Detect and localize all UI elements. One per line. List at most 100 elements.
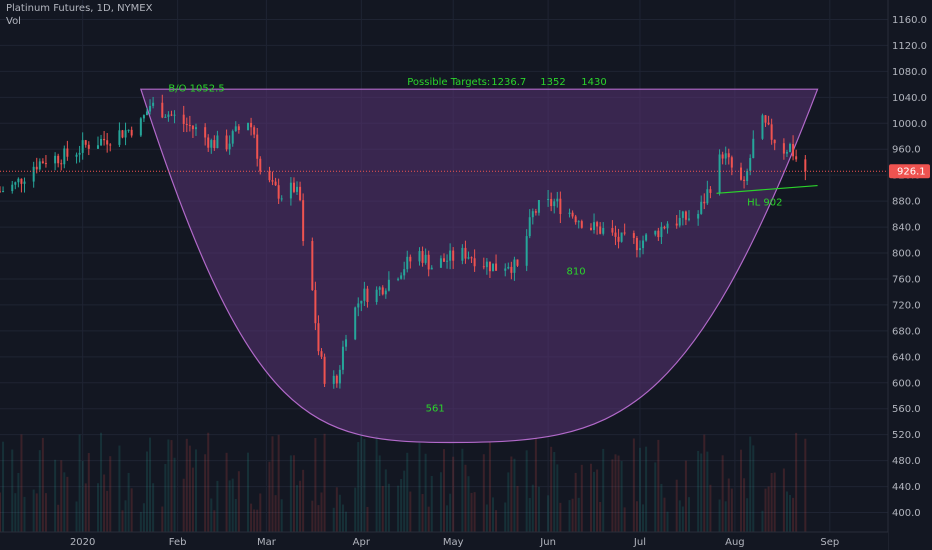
candle-body	[491, 263, 494, 272]
candle-body	[87, 144, 90, 149]
symbol-title: Platinum Futures, 1D, NYMEX	[6, 3, 153, 14]
y-tick-label: 440.0	[892, 482, 921, 493]
candle-body	[96, 145, 99, 149]
volume-bar	[167, 439, 170, 532]
volume-bar	[182, 478, 185, 532]
volume-bar	[657, 439, 660, 532]
volume-bar	[638, 447, 641, 532]
volume-bar	[237, 471, 240, 532]
candle-body	[559, 198, 562, 215]
volume-bar	[770, 472, 773, 532]
candle-body	[207, 137, 210, 148]
candle-body	[139, 118, 142, 136]
candle-body	[709, 189, 712, 193]
volume-bar	[577, 497, 580, 532]
annotation-label: HL 902	[747, 198, 782, 209]
volume-bar	[470, 492, 473, 532]
candle-body	[617, 236, 620, 242]
volume-bar	[188, 445, 191, 532]
y-tick-label: 1040.0	[892, 93, 927, 104]
volume-bar	[228, 480, 231, 532]
candle-body	[461, 247, 464, 261]
candle-body	[378, 287, 381, 290]
candle-body	[632, 233, 635, 238]
candle-body	[360, 300, 363, 304]
volume-bar	[216, 480, 219, 532]
candle-body	[553, 201, 556, 207]
candle-body	[427, 254, 430, 270]
candle-body	[142, 115, 145, 119]
candle-body	[409, 256, 412, 262]
volume-bar	[785, 491, 788, 532]
candle-body	[32, 166, 35, 182]
volume-bar	[718, 499, 721, 532]
candle-body	[675, 223, 678, 226]
volume-bar	[623, 507, 626, 532]
volume-bar	[804, 438, 807, 532]
volume-bar	[164, 463, 167, 532]
volume-bar	[103, 474, 106, 532]
volume-bar	[611, 459, 614, 532]
candle-body	[237, 126, 240, 131]
candle-body	[268, 171, 271, 181]
candle-body	[470, 257, 473, 259]
candle-body	[642, 240, 645, 249]
time-axis-bg	[0, 532, 888, 550]
volume-bar	[32, 489, 35, 532]
volume-bar	[207, 432, 210, 532]
volume-bar	[299, 480, 302, 532]
candle-body	[782, 143, 785, 154]
candle-body	[556, 198, 559, 202]
candle-body	[387, 279, 390, 291]
volume-bar	[666, 511, 669, 532]
candle-body	[256, 134, 259, 159]
volume-bar	[632, 438, 635, 532]
candle-body	[687, 218, 690, 220]
volume-bar	[23, 496, 26, 532]
volume-bar	[375, 436, 378, 532]
candle-body	[216, 135, 219, 149]
volume-bar	[749, 436, 752, 532]
candle-body	[191, 125, 194, 130]
candle-body	[103, 138, 106, 141]
volume-bar	[87, 453, 90, 532]
volume-bar	[277, 434, 280, 532]
candle-body	[510, 266, 513, 273]
targets-label: Possible Targets:	[407, 77, 490, 88]
volume-bar	[378, 455, 381, 532]
candle-body	[66, 148, 69, 157]
current-price-label: 926.1	[897, 167, 926, 178]
candle-body	[635, 237, 638, 251]
volume-bar	[127, 472, 130, 532]
volume-bar	[345, 511, 348, 532]
volume-bar	[635, 501, 638, 532]
volume-bar	[571, 498, 574, 532]
candle-body	[403, 269, 406, 276]
candle-body	[41, 161, 44, 164]
volume-bar	[81, 460, 84, 532]
y-tick-label: 800.0	[892, 249, 921, 260]
volume-bar	[66, 476, 69, 532]
x-tick-label: Jun	[539, 537, 556, 548]
candle-body	[106, 140, 109, 145]
volume-bar	[556, 464, 559, 532]
candle-body	[280, 198, 283, 200]
volume-bar	[721, 455, 724, 532]
volume-bar	[84, 483, 87, 532]
candle-body	[660, 226, 663, 238]
candle-body	[657, 230, 660, 238]
candle-body	[81, 140, 84, 153]
volume-bar	[317, 505, 320, 532]
volume-bar	[568, 500, 571, 532]
candle-body	[345, 339, 348, 347]
volume-bar	[507, 472, 510, 532]
candle-body	[84, 140, 87, 145]
candle-body	[531, 211, 534, 218]
volume-bar	[482, 454, 485, 532]
candle-body	[507, 266, 510, 269]
volume-bar	[464, 464, 467, 532]
volume-bar	[360, 432, 363, 532]
candle-body	[602, 228, 605, 234]
